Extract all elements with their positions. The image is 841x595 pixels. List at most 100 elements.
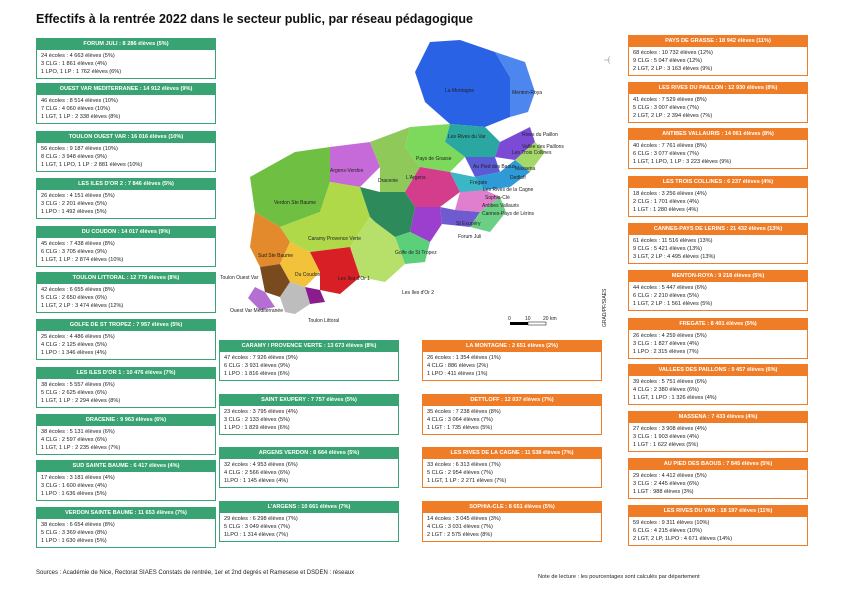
network-card-line: 1 LPO : 1 816 élèves (6%)	[224, 371, 290, 377]
network-card: AU PIED DES BAOUS : 7 845 élèves (5%) 29 …	[628, 458, 808, 499]
network-card-line: 4 CLG : 3 031 élèves (7%)	[427, 524, 493, 530]
network-card-line: 2 LGT, 2 LP, 1LPO : 4 671 élèves (14%)	[633, 536, 733, 542]
map-label: St Exupéry	[456, 221, 481, 227]
network-card: DRACENIE : 9 963 élèves (6%) 38 écoles : …	[36, 414, 216, 455]
network-card-line: 1 LGT, 1 LPO, 1 LP : 3 223 élèves (9%)	[633, 159, 732, 165]
region-menton-roya	[495, 52, 535, 117]
map-label: Frégate	[470, 180, 487, 186]
network-card-line: 46 écoles : 8 514 élèves (10%)	[41, 98, 118, 104]
network-card-header: TOULON OUEST VAR : 16 016 élèves (10%)	[37, 132, 215, 143]
network-card-line: 1 LPO : 1 630 élèves (5%)	[41, 538, 107, 544]
network-map: La Montagne Menton-Roya Les Rives du Var Ri…	[220, 40, 610, 327]
network-card: CANNES-PAYS DE LERINS : 21 432 élèves (1…	[628, 223, 808, 264]
network-card: ANTIBES VALLAURIS : 14 061 élèves (8%) 40…	[628, 128, 808, 169]
map-labels: La Montagne Menton-Roya Les Rives du Var Ri…	[220, 88, 564, 324]
map-label: Verdon Ste Baume	[274, 200, 316, 206]
scale-20: 20 km	[543, 316, 557, 322]
network-card-line: 29 écoles : 4 412 élèves (5%)	[633, 473, 707, 479]
network-card-line: 23 écoles : 3 795 élèves (4%)	[224, 409, 298, 415]
network-card-line: 14 écoles : 3 045 élèves (3%)	[427, 516, 501, 522]
network-card-line: 24 écoles : 4 663 élèves (5%)	[41, 53, 115, 59]
network-card-line: 6 CLG : 4 215 élèves (10%)	[633, 528, 703, 534]
network-card-line: 38 écoles : 6 654 élèves (8%)	[41, 522, 115, 528]
network-card-header: ARGENS VERDON : 8 664 élèves (5%)	[220, 448, 398, 459]
region-argens-verdon	[330, 142, 380, 187]
region-iles-or-1	[310, 247, 360, 294]
map-label: Antibes Vallauris	[482, 203, 519, 209]
map-label: Toulon Littoral	[308, 318, 339, 324]
network-card-header: CARAMY / PROVENCE VERTE : 13 673 élèves …	[220, 341, 398, 352]
network-card: PAYS DE GRASSE : 18 942 élèves (11%) 68 é…	[628, 35, 808, 76]
network-card-line: 2 LGT, 2 LP : 3 163 élèves (9%)	[633, 66, 713, 72]
map-credit: GRAD/PF/SIAES	[602, 288, 608, 327]
network-card: LES TROIS COLLINES : 6 237 élèves (4%) 18…	[628, 176, 808, 217]
network-card-line: 38 écoles : 5 557 élèves (6%)	[41, 382, 115, 388]
region-dracenie	[370, 127, 420, 192]
network-card-header: LES ILES D'OR 2 : 7 846 élèves (5%)	[37, 179, 215, 190]
network-card-line: 1 LGT, 1 LPO : 1 326 élèves (4%)	[633, 395, 717, 401]
network-card-line: 4 CLG : 2 125 élèves (5%)	[41, 342, 107, 348]
region-rives-paillon	[495, 127, 535, 160]
network-card-header: LES ILES D'OR 1 : 10 476 élèves (7%)	[37, 368, 215, 379]
map-label: Cannes-Pays de Lérins	[482, 211, 534, 217]
network-card-line: 42 écoles : 6 655 élèves (8%)	[41, 287, 115, 293]
network-card-line: 2 LGT, 2 LP : 2 394 élèves (7%)	[633, 113, 713, 119]
map-regions	[248, 40, 545, 314]
network-card-line: 44 écoles : 5 447 élèves (6%)	[633, 285, 707, 291]
network-card-line: 47 écoles : 7 926 élèves (9%)	[224, 355, 298, 361]
region-toulon-littoral	[280, 282, 310, 314]
network-card-line: 39 écoles : 5 751 élèves (6%)	[633, 379, 707, 385]
network-card-line: 1LPO : 1 145 élèves (4%)	[224, 478, 289, 484]
network-card-line: 41 écoles : 7 529 élèves (8%)	[633, 97, 707, 103]
network-card: LES RIVES DE LA CAGNE : 11 538 élèves (7…	[422, 447, 602, 488]
network-card: ARGENS VERDON : 8 664 élèves (5%) 32 écol…	[219, 447, 399, 488]
network-card-line: 5 CLG : 3 369 élèves (8%)	[41, 530, 107, 536]
region-caramy	[280, 182, 370, 252]
network-card: SAINT EXUPERY : 7 757 élèves (5%) 23 écol…	[219, 394, 399, 435]
region-l-argens	[405, 167, 460, 207]
network-card-line: 1 LGT, 1 LPO, 1 LP : 2 881 élèves (10%)	[41, 162, 143, 168]
network-card-line: 2 CLG : 1 701 élèves (4%)	[633, 199, 699, 205]
network-card-header: VERDON SAINTE BAUME : 11 653 élèves (7%)	[37, 508, 215, 519]
map-label: Toulon Ouest Var	[220, 275, 259, 281]
network-card-line: 4 CLG : 2 380 élèves (6%)	[633, 387, 699, 393]
network-card-header: MASSENA : 7 433 élèves (4%)	[629, 412, 807, 423]
network-card: LES RIVES DU PAILLON : 12 930 élèves (8%…	[628, 82, 808, 123]
network-card-header: CANNES-PAYS DE LERINS : 21 432 élèves (1…	[629, 224, 807, 235]
network-card-line: 3 LGT, 2 LP : 4 495 élèves (13%)	[633, 254, 716, 260]
network-card-line: 1 LGT : 1 622 élèves (5%)	[633, 442, 699, 448]
network-card-header: VALLEES DES PAILLONS : 9 457 élèves (6%)	[629, 365, 807, 376]
network-card: LES RIVES DU VAR : 18 197 élèves (11%) 59…	[628, 505, 808, 546]
network-card-line: 17 écoles : 3 181 élèves (4%)	[41, 475, 115, 481]
network-card-line: 8 CLG : 3 948 élèves (9%)	[41, 154, 107, 160]
network-card-line: 1 LGT, 2 LP : 1 561 élèves (5%)	[633, 301, 713, 307]
region-rives-du-var	[445, 124, 500, 157]
network-card-line: 5 CLG : 2 954 élèves (7%)	[427, 470, 493, 476]
network-card-line: 56 écoles : 9 187 élèves (10%)	[41, 146, 118, 152]
network-card-header: LES TROIS COLLINES : 6 237 élèves (4%)	[629, 177, 807, 188]
network-card: MENTON-ROYA : 9 218 élèves (5%) 44 écoles…	[628, 270, 808, 311]
network-card-line: 1 LGT, 1 LP : 2 874 élèves (10%)	[41, 257, 124, 263]
network-card: VERDON SAINTE BAUME : 11 653 élèves (7%)…	[36, 507, 216, 548]
network-card-line: 68 écoles : 10 732 élèves (12%)	[633, 50, 713, 56]
network-card-header: DETTLOFF : 12 037 élèves (7%)	[423, 395, 601, 406]
network-card: TOULON OUEST VAR : 16 016 élèves (10%) 56…	[36, 131, 216, 172]
network-card-line: 7 CLG : 4 060 élèves (10%)	[41, 106, 111, 112]
network-card-line: 5 CLG : 2 625 élèves (6%)	[41, 390, 107, 396]
reading-note: Note de lecture : les pourcentages sont …	[538, 574, 700, 580]
network-card-line: 1 LPO : 1 492 élèves (5%)	[41, 209, 107, 215]
region-au-pied-baous	[465, 157, 500, 177]
map-label: Pays de Grasse	[416, 156, 452, 162]
map-label: Dracenie	[378, 178, 398, 184]
network-card-header: MENTON-ROYA : 9 218 élèves (5%)	[629, 271, 807, 282]
map-label: Rives du Paillon	[522, 132, 558, 138]
network-card-line: 35 écoles : 7 238 élèves (8%)	[427, 409, 501, 415]
network-card-header: DU COUDON : 14 017 élèves (9%)	[37, 227, 215, 238]
network-card: SOPHIA-CLE : 8 651 élèves (5%) 14 écoles …	[422, 501, 602, 542]
network-card-line: 1 LPO : 411 élèves (1%)	[427, 371, 488, 377]
network-card-line: 1 LPO : 2 315 élèves (7%)	[633, 349, 699, 355]
network-card-header: FREGATE : 8 401 élèves (5%)	[629, 319, 807, 330]
region-cannes	[410, 207, 442, 242]
region-pays-de-grasse	[405, 124, 465, 172]
region-ouest-var	[248, 287, 275, 310]
